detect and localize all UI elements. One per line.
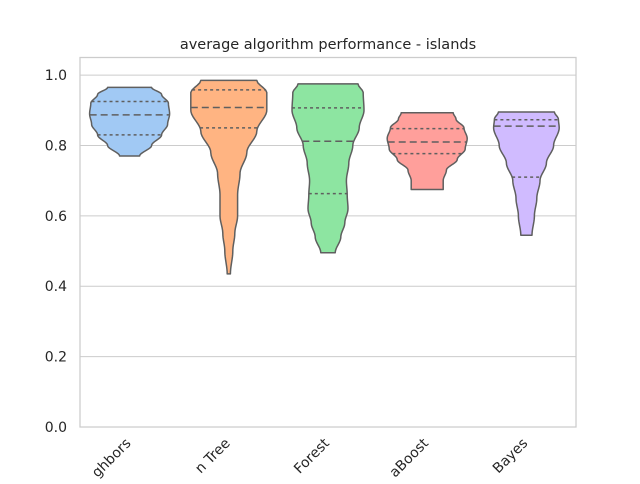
y-tick-label: 0.6 — [45, 209, 67, 225]
violin-3 — [291, 83, 365, 254]
violin-body — [386, 112, 468, 191]
y-tick-label: 0.2 — [45, 350, 67, 366]
violin-2 — [190, 79, 268, 275]
y-tick-label: 0.8 — [45, 138, 67, 154]
x-tick-label: ghbors — [89, 436, 134, 480]
x-tick-label: n Tree — [192, 436, 233, 477]
y-tick-labels: 0.0 0.2 0.4 0.6 0.8 1.0 — [45, 68, 67, 436]
violin-5 — [492, 111, 560, 236]
violin-4 — [386, 112, 468, 191]
y-tick-label: 0.0 — [45, 420, 67, 436]
violin-body — [492, 111, 560, 236]
violin-body — [291, 83, 365, 254]
x-tick-label: Forest — [291, 435, 333, 477]
x-tick-labels: ghbors n Tree Forest aBoost Bayes — [89, 435, 531, 481]
chart-title: average algorithm performance - islands — [180, 37, 476, 53]
violin-body — [190, 79, 268, 275]
violin-body — [88, 86, 171, 157]
x-tick-label: Bayes — [490, 436, 531, 477]
violin-1 — [88, 86, 171, 157]
violin-layer — [88, 79, 560, 275]
x-tick-label: aBoost — [387, 435, 433, 480]
y-tick-label: 0.4 — [45, 279, 67, 295]
plot-frame — [79, 56, 577, 428]
y-tick-label: 1.0 — [45, 68, 67, 84]
